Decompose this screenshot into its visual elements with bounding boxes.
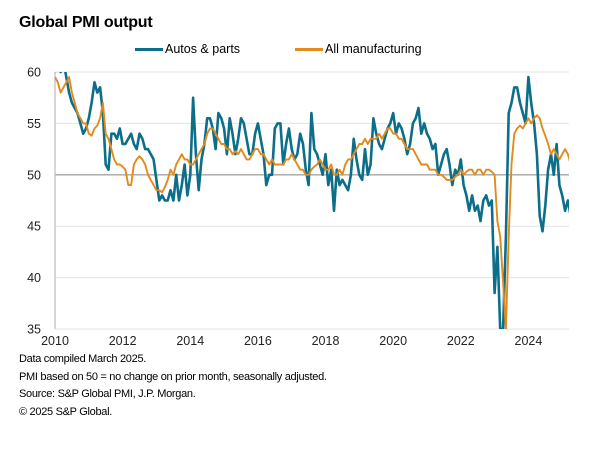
gridlines bbox=[55, 71, 569, 279]
pmi-line-chart: 35 40 45 50 55 60 2010 2012 2014 2016 2018 2020 202… bbox=[27, 66, 569, 348]
y-tick-label: 35 bbox=[27, 323, 41, 337]
y-tick-label: 45 bbox=[27, 220, 41, 234]
y-tick-label: 55 bbox=[27, 117, 41, 131]
x-tick-labels: 2010 2012 2014 2016 2018 2020 2022 2024 bbox=[41, 334, 542, 348]
series-line-all-manufacturing bbox=[55, 76, 569, 329]
x-tick-label: 2018 bbox=[312, 334, 340, 348]
legend-label-all-manufacturing: All manufacturing bbox=[325, 42, 422, 56]
y-tick-label: 40 bbox=[27, 271, 41, 285]
legend-item-autos: Autos & parts bbox=[135, 42, 240, 56]
legend-swatch-autos bbox=[135, 47, 163, 51]
chart-legend: Autos & parts All manufacturing bbox=[0, 42, 615, 60]
legend-label-autos: Autos & parts bbox=[165, 42, 241, 56]
footnote-pmi-basis: PMI based on 50 = no change on prior mon… bbox=[19, 371, 327, 383]
legend-swatch-all-manufacturing bbox=[295, 47, 323, 51]
chart-title: Global PMI output bbox=[19, 14, 153, 31]
y-tick-labels: 35 40 45 50 55 60 bbox=[27, 66, 41, 337]
y-tick-label: 50 bbox=[27, 168, 41, 182]
series-lines bbox=[55, 72, 569, 329]
legend-item-all-manufacturing: All manufacturing bbox=[295, 42, 422, 56]
series-line-autos-parts bbox=[55, 72, 569, 329]
footnote-copyright: © 2025 S&P Global. bbox=[19, 406, 113, 418]
x-tick-label: 2020 bbox=[379, 334, 407, 348]
footnote-source: Source: S&P Global PMI, J.P. Morgan. bbox=[19, 388, 196, 400]
x-tick-label: 2012 bbox=[109, 334, 137, 348]
footnote-compiled: Data compiled March 2025. bbox=[19, 353, 147, 365]
x-tick-label: 2016 bbox=[244, 334, 272, 348]
axes bbox=[54, 72, 569, 330]
x-tick-label: 2010 bbox=[41, 334, 69, 348]
x-tick-label: 2024 bbox=[515, 334, 543, 348]
y-tick-label: 60 bbox=[27, 66, 41, 80]
x-tick-label: 2014 bbox=[176, 334, 204, 348]
x-tick-label: 2022 bbox=[447, 334, 475, 348]
